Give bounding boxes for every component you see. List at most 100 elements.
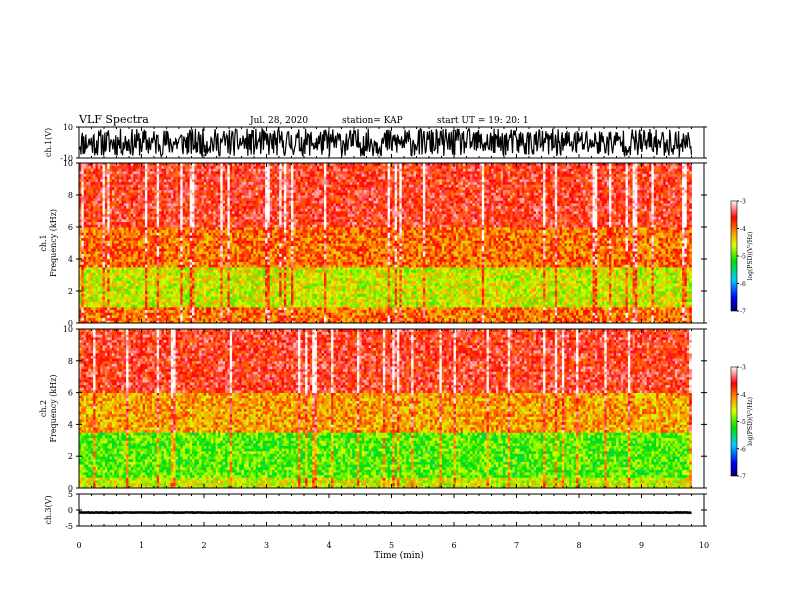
spectrogram-cell xyxy=(93,182,96,185)
spectrogram-cell xyxy=(192,302,195,305)
spectrogram-cell xyxy=(209,280,212,283)
spectrogram-cell xyxy=(105,240,108,243)
spectrogram-cell xyxy=(171,304,174,307)
spectrogram-cell xyxy=(100,211,103,214)
spectrogram-cell xyxy=(95,192,98,195)
spectrogram-cell xyxy=(256,232,259,235)
spectrogram-cell xyxy=(187,275,190,278)
spectrogram-cell xyxy=(105,299,108,302)
spectrogram-cell xyxy=(190,203,193,206)
spectrogram-cell xyxy=(114,219,117,222)
spectrogram-cell xyxy=(88,168,91,171)
spectrogram-cell xyxy=(199,179,202,182)
spectrogram-cell xyxy=(178,195,181,198)
spectrogram-cell xyxy=(194,299,197,302)
spectrogram-cell xyxy=(197,312,200,315)
spectrogram-cell xyxy=(93,304,96,307)
spectrogram-cell xyxy=(86,238,89,241)
spectrogram-cell xyxy=(100,195,103,198)
spectrogram-cell xyxy=(136,208,139,211)
spectrogram-cell xyxy=(145,166,148,169)
spectrogram-cell xyxy=(176,187,179,190)
spectrogram-cell xyxy=(199,222,202,225)
spectrogram-cell xyxy=(138,222,141,225)
spectrogram-cell xyxy=(105,262,108,265)
spectrogram-cell xyxy=(145,278,148,281)
spectrogram-cell xyxy=(103,168,106,171)
spectrogram-cell xyxy=(105,256,108,259)
spectrogram-cell xyxy=(159,216,162,219)
spectrogram-cell xyxy=(265,262,268,265)
spectrogram-cell xyxy=(206,176,209,179)
spectrogram-cell xyxy=(197,299,200,302)
spectrogram-cell xyxy=(249,248,252,251)
spectrogram-cell xyxy=(173,208,176,211)
spectrogram-cell xyxy=(187,286,190,289)
spectrogram-cell xyxy=(159,187,162,190)
spectrogram-cell xyxy=(126,243,129,246)
spectrogram-cell xyxy=(204,291,207,294)
spectrogram-cell xyxy=(152,214,155,217)
spectrogram-cell xyxy=(232,307,235,310)
spectrogram-cell xyxy=(199,280,202,283)
spectrogram-cell xyxy=(220,264,223,267)
spectrogram-cell xyxy=(176,184,179,187)
spectrogram-cell xyxy=(107,203,110,206)
spectrogram-cell xyxy=(232,184,235,187)
spectrogram-cell xyxy=(246,192,249,195)
spectrogram-cell xyxy=(114,222,117,225)
spectrogram-cell xyxy=(209,299,212,302)
spectrogram-cell xyxy=(173,176,176,179)
spectrogram-cell xyxy=(171,315,174,318)
spectrogram-cell xyxy=(143,195,146,198)
spectrogram-cell xyxy=(133,307,136,310)
spectrogram-cell xyxy=(206,216,209,219)
spectrogram-cell xyxy=(242,248,245,251)
spectrogram-cell xyxy=(81,174,84,177)
spectrogram-cell xyxy=(117,286,120,289)
spectrogram-cell xyxy=(227,259,230,262)
spectrogram-cell xyxy=(136,275,139,278)
spectrogram-cell xyxy=(239,286,242,289)
spectrogram-cell xyxy=(147,222,150,225)
spectrogram-cell xyxy=(131,296,134,299)
spectrogram-cell xyxy=(86,254,89,257)
spectrogram-cell xyxy=(213,270,216,273)
spectrogram-cell xyxy=(107,166,110,169)
spectrogram-cell xyxy=(232,288,235,291)
spectrogram-cell xyxy=(192,203,195,206)
spectrogram-cell xyxy=(145,190,148,193)
spectrogram-cell xyxy=(124,208,127,211)
spectrogram-cell xyxy=(197,179,200,182)
spectrogram-cell xyxy=(249,240,252,243)
spectrogram-cell xyxy=(225,246,228,249)
spectrogram-cell xyxy=(206,275,209,278)
spectrogram-cell xyxy=(204,208,207,211)
spectrogram-cell xyxy=(150,296,153,299)
spectrogram-cell xyxy=(112,280,115,283)
spectrogram-cell xyxy=(98,176,101,179)
spectrogram-cell xyxy=(154,179,157,182)
spectrogram-cell xyxy=(103,219,106,222)
spectrogram-cell xyxy=(260,294,263,297)
spectrogram-cell xyxy=(98,179,101,182)
spectrogram-cell xyxy=(161,294,164,297)
spectrogram-cell xyxy=(185,304,188,307)
spectrogram-cell xyxy=(138,270,141,273)
spectrogram-cell xyxy=(157,200,160,203)
spectrogram-cell xyxy=(183,262,186,265)
spectrogram-cell xyxy=(225,286,228,289)
spectrogram-cell xyxy=(234,267,237,270)
spectrogram-cell xyxy=(216,222,219,225)
spectrogram-cell xyxy=(95,214,98,217)
spectrogram-cell xyxy=(166,270,169,273)
spectrogram-cell xyxy=(147,203,150,206)
spectrogram-cell xyxy=(119,216,122,219)
spectrogram-cell xyxy=(253,312,256,315)
spectrogram-cell xyxy=(173,299,176,302)
spectrogram-cell xyxy=(256,203,259,206)
spectrogram-cell xyxy=(199,176,202,179)
spectrogram-cell xyxy=(232,294,235,297)
spectrogram-cell xyxy=(253,262,256,265)
spectrogram-cell xyxy=(121,203,124,206)
